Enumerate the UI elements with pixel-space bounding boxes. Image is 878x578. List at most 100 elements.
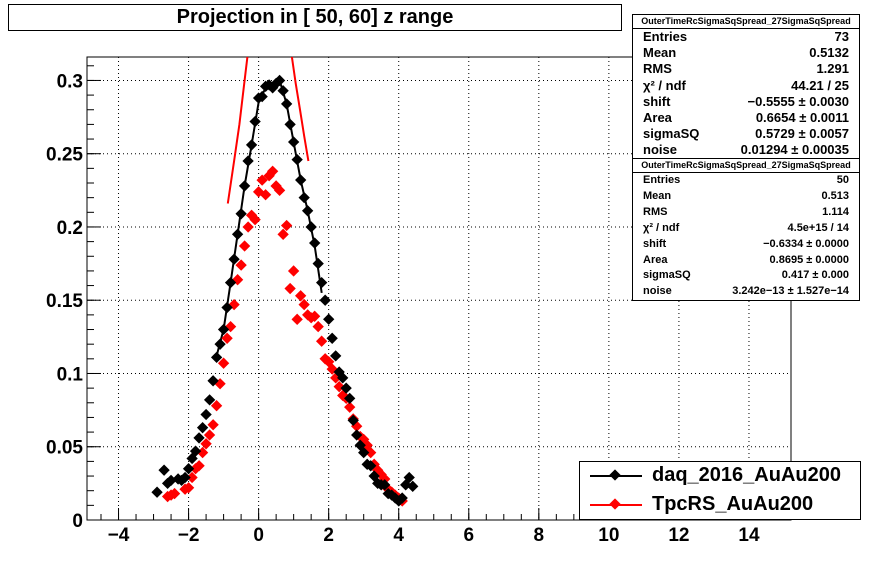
data-point: [277, 85, 289, 97]
data-point: [221, 301, 233, 314]
data-point: [235, 208, 247, 220]
stats-label: χ² / ndf: [643, 77, 686, 93]
data-point: [344, 392, 356, 405]
data-point: [273, 74, 286, 87]
stats-row: shift −0.5555 ± 0.0030: [633, 94, 859, 110]
data-point: [217, 357, 230, 369]
stats-label: shift: [643, 93, 671, 109]
data-point: [291, 313, 303, 325]
data-point: [207, 419, 219, 431]
stats-row: χ² / ndf 4.5e+15 / 14: [633, 221, 859, 237]
data-point: [287, 136, 300, 148]
legend-entry-tpcrs: TpcRS_AuAu200: [580, 491, 860, 520]
data-point: [200, 408, 212, 421]
stats-value: 44.21 / 25: [791, 77, 849, 93]
data-point: [214, 338, 226, 350]
stats-label: Mean: [643, 189, 672, 202]
data-point: [305, 221, 317, 233]
data-point: [280, 219, 293, 232]
legend: daq_2016_AuAu200 TpcRS_AuAu200: [579, 461, 861, 520]
data-point: [186, 471, 198, 484]
data-point: [242, 155, 254, 167]
data-point: [287, 265, 300, 277]
data-point: [256, 174, 268, 186]
x-tick-label: 14: [738, 525, 760, 546]
y-tick-label: 0.3: [57, 71, 83, 92]
x-tick-label: 2: [323, 525, 334, 546]
data-point: [403, 471, 415, 484]
x-tick-label: −2: [178, 525, 200, 546]
stats-value: 0.01294 ± 0.00035: [740, 142, 849, 158]
data-point: [284, 282, 296, 295]
stats-row: Entries 73: [633, 29, 859, 45]
stats-row: χ² / ndf 44.21 / 25: [633, 78, 859, 94]
stats-label: χ² / ndf: [643, 221, 680, 234]
data-point: [315, 335, 328, 347]
stats-header: OuterTimeRcSigmaSqSpread_27SigmaSqSpread: [633, 15, 859, 29]
stats-value: 0.6654 ± 0.0011: [755, 110, 849, 126]
stats-value: 50: [836, 174, 849, 186]
stats-box-tpcrs: OuterTimeRcSigmaSqSpread_27SigmaSqSpread…: [632, 158, 860, 301]
data-point: [396, 492, 408, 504]
chart-title: Projection in [ 50, 60] z range: [8, 4, 622, 31]
stats-label: noise: [643, 142, 677, 158]
data-point: [344, 401, 356, 413]
data-point: [315, 276, 328, 289]
x-tick-label: 8: [534, 525, 545, 546]
stats-value: 1.291: [816, 61, 849, 77]
stats-label: Mean: [643, 45, 677, 61]
y-tick-label: 0.25: [46, 145, 83, 166]
axes: −4 −2 0 2 4 6 8 10 12 14 0 0.05 0.1 0.15 0.2 0.25 0.3: [46, 65, 785, 546]
stats-row: Entries 50: [633, 173, 859, 189]
x-tick-label: −4: [108, 525, 130, 546]
data-point: [158, 464, 170, 476]
data-point: [298, 191, 310, 204]
legend-label: daq_2016_AuAu200: [652, 464, 841, 486]
red-fit-curve: [290, 56, 310, 162]
stats-label: RMS: [643, 205, 668, 218]
stats-value: 3.242e−13 ± 1.527e−14: [732, 285, 849, 298]
data-point: [203, 429, 216, 441]
data-point: [196, 422, 209, 434]
legend-label: TpcRS_AuAu200: [652, 493, 814, 515]
diamond-marker-icon: [609, 498, 621, 510]
stats-row: Area 0.6654 ± 0.0011: [633, 110, 859, 126]
data-point: [301, 205, 314, 217]
data-point: [238, 180, 251, 192]
legend-entry-daq: daq_2016_AuAu200: [580, 462, 860, 491]
stats-header: OuterTimeRcSigmaSqSpread_27SigmaSqSpread: [633, 159, 859, 173]
grid-lines: [87, 57, 791, 520]
x-tick-label: 6: [463, 525, 474, 546]
stats-value: 1.114: [822, 205, 849, 218]
data-point: [259, 189, 272, 201]
x-tick-label: 10: [598, 525, 619, 546]
data-point: [231, 228, 244, 240]
stats-label: sigmaSQ: [643, 126, 700, 142]
stats-label: Entries: [643, 174, 681, 186]
stats-label: shift: [643, 237, 667, 250]
data-point: [326, 332, 338, 344]
stats-row: RMS 1.291: [633, 61, 859, 77]
data-point: [273, 184, 286, 197]
stats-box-daq: OuterTimeRcSigmaSqSpread_27SigmaSqSpread…: [632, 14, 860, 159]
stats-value: 0.5132: [809, 45, 849, 61]
data-point: [337, 372, 349, 384]
stats-row: RMS 1.114: [633, 205, 859, 221]
stats-row: Area 0.8695 ± 0.0000: [633, 253, 859, 269]
data-point: [379, 479, 391, 491]
stats-label: noise: [643, 285, 672, 298]
data-point: [217, 323, 230, 336]
data-point: [200, 438, 212, 450]
stats-value: 0.417 ± 0.000: [781, 269, 849, 282]
data-point: [193, 432, 205, 444]
data-point: [312, 257, 324, 270]
data-point: [295, 174, 307, 186]
y-tick-label: 0.05: [46, 438, 83, 459]
stats-value: 0.513: [821, 189, 849, 202]
red-fit-curve: [226, 56, 249, 204]
stats-value: 0.8695 ± 0.0000: [769, 253, 849, 266]
stats-row: noise 0.01294 ± 0.00035: [633, 142, 859, 158]
stats-label: RMS: [643, 61, 672, 77]
stats-label: Area: [643, 110, 672, 126]
data-point: [210, 351, 223, 364]
